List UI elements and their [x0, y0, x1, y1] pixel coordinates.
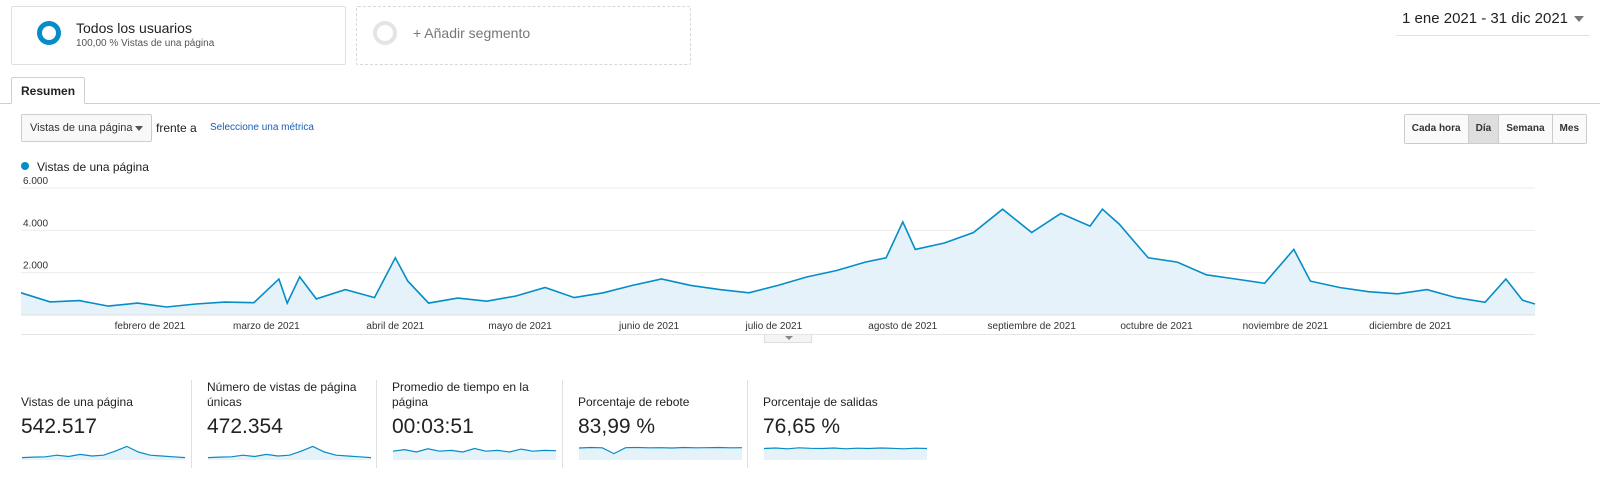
sparkline-line	[207, 445, 372, 459]
sparkline-line	[21, 445, 186, 459]
sparkline-line	[578, 446, 743, 455]
chevron-down-icon	[135, 126, 143, 131]
sparkline-area	[393, 448, 556, 460]
kpi-sparkline	[578, 446, 743, 460]
metric-dropdown-value: Vistas de una página	[30, 122, 133, 134]
kpi-card[interactable]: Vistas de una página 542.517	[21, 380, 191, 468]
y-tick-label: 6.000	[23, 176, 48, 187]
granularity-day-button[interactable]: Día	[1468, 115, 1500, 143]
versus-label: frente a	[156, 121, 197, 135]
sparkline-area	[579, 447, 742, 460]
segment-all-users[interactable]: Todos los usuarios 100,00 % Vistas de un…	[11, 6, 346, 65]
kpi-value: 542.517	[21, 415, 97, 438]
date-range-label: 1 ene 2021 - 31 dic 2021	[1402, 10, 1568, 27]
select-metric-link[interactable]: Seleccione una métrica	[210, 122, 314, 133]
legend-dot-icon	[21, 162, 29, 170]
sparkline-area	[764, 447, 927, 460]
segment-ring-icon	[37, 21, 61, 45]
x-tick-label: octubre de 2021	[1120, 321, 1193, 332]
y-tick-label: 2.000	[23, 261, 48, 272]
series-line	[20, 208, 1536, 308]
kpi-card[interactable]: Promedio de tiempo en la página 00:03:51	[376, 380, 562, 468]
kpi-card[interactable]: Porcentaje de salidas 76,65 %	[747, 380, 933, 468]
kpi-sparkline	[21, 445, 186, 460]
kpi-label: Promedio de tiempo en la página	[392, 380, 529, 409]
segment-subtitle: 100,00 % Vistas de una página	[76, 38, 215, 49]
kpi-value: 76,65 %	[763, 415, 841, 438]
tab-resumen[interactable]: Resumen	[11, 77, 86, 104]
add-segment-ring-icon	[373, 21, 397, 45]
tab-divider	[0, 103, 1600, 104]
chart-legend: Vistas de una página	[21, 160, 149, 174]
sparkline-area	[22, 446, 185, 460]
sparkline-area	[208, 446, 371, 460]
kpi-value: 00:03:51	[392, 415, 474, 438]
x-tick-label: junio de 2021	[618, 321, 679, 332]
date-range-picker[interactable]: 1 ene 2021 - 31 dic 2021	[1396, 8, 1590, 36]
add-segment-button[interactable]: + Añadir segmento	[356, 6, 691, 65]
kpi-label: Vistas de una página	[21, 395, 133, 409]
metric-dropdown[interactable]: Vistas de una página	[21, 114, 152, 142]
kpi-card[interactable]: Número de vistas de página únicas 472.354	[191, 380, 377, 468]
series-area	[21, 209, 1535, 315]
chart-expand-handle[interactable]	[764, 335, 812, 343]
x-tick-label: marzo de 2021	[233, 321, 300, 332]
kpi-label: Número de vistas de página únicas	[207, 380, 357, 409]
x-tick-label: agosto de 2021	[868, 321, 937, 332]
legend-label: Vistas de una página	[37, 160, 149, 174]
x-tick-label: julio de 2021	[744, 321, 802, 332]
x-tick-label: mayo de 2021	[488, 321, 552, 332]
kpi-sparkline	[207, 445, 372, 460]
kpi-label: Porcentaje de salidas	[763, 395, 878, 409]
chevron-down-icon	[1574, 16, 1584, 23]
x-tick-label: diciembre de 2021	[1369, 321, 1452, 332]
kpi-label: Porcentaje de rebote	[578, 395, 690, 409]
x-tick-label: noviembre de 2021	[1243, 321, 1329, 332]
kpi-value: 472.354	[207, 415, 283, 438]
pageviews-chart: 6.000 4.000 2.000 febrero de 2021 marzo de 2…	[20, 176, 1536, 335]
segment-title: Todos los usuarios	[76, 20, 192, 36]
x-tick-label: septiembre de 2021	[988, 321, 1077, 332]
x-tick-label: febrero de 2021	[115, 321, 186, 332]
granularity-month-button[interactable]: Mes	[1552, 115, 1586, 143]
x-tick-label: abril de 2021	[366, 321, 424, 332]
sparkline-line	[763, 447, 928, 450]
granularity-toggle: Cada hora Día Semana Mes	[1403, 114, 1587, 144]
kpi-sparkline	[392, 447, 557, 460]
kpi-sparkline	[763, 447, 928, 460]
kpi-card[interactable]: Porcentaje de rebote 83,99 %	[562, 380, 748, 468]
granularity-week-button[interactable]: Semana	[1499, 115, 1553, 143]
y-tick-label: 4.000	[23, 218, 48, 229]
sparkline-line	[392, 447, 557, 453]
kpi-value: 83,99 %	[578, 415, 656, 438]
granularity-hourly-button[interactable]: Cada hora	[1404, 115, 1469, 143]
add-segment-label: + Añadir segmento	[413, 25, 531, 41]
